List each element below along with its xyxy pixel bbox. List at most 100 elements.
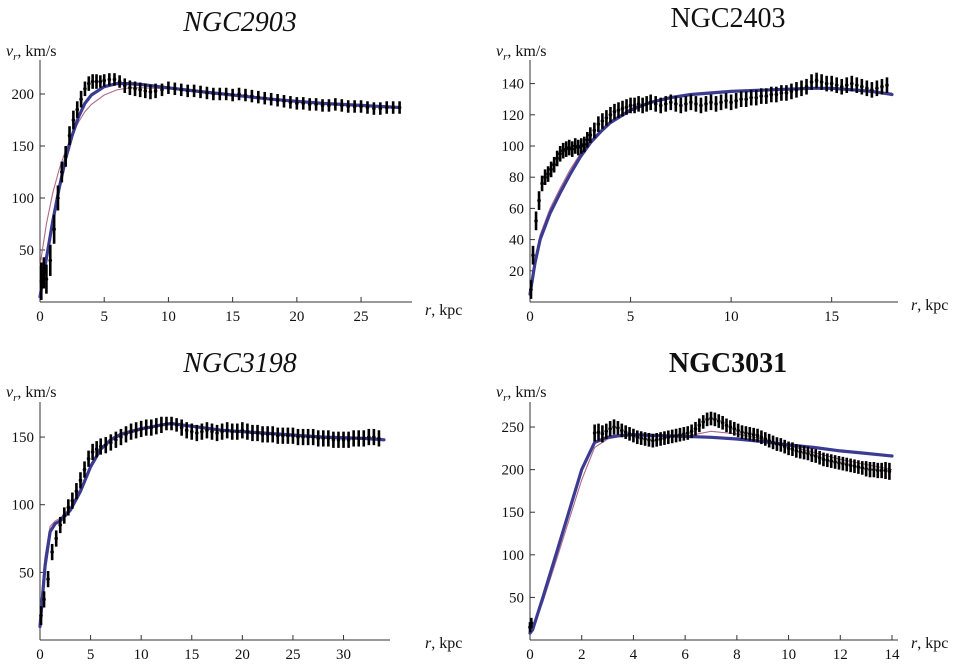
- data-point: [184, 428, 189, 433]
- data-point: [592, 431, 597, 435]
- data-point: [179, 88, 184, 92]
- data-point: [786, 446, 791, 451]
- y-tick-label: 250: [502, 420, 525, 436]
- data-point: [612, 109, 617, 114]
- data-point: [729, 100, 733, 105]
- data-point: [333, 102, 338, 107]
- model-curves: [528, 86, 894, 296]
- y-tick-label: 150: [12, 430, 35, 446]
- data-point: [674, 433, 678, 438]
- x-tick-label: 4: [630, 647, 638, 663]
- data-point: [872, 467, 876, 472]
- data-point: [102, 78, 107, 83]
- data-point: [50, 550, 54, 554]
- data-point: [71, 118, 76, 122]
- data-point: [173, 87, 177, 91]
- x-tick-label: 0: [36, 309, 44, 325]
- data-point: [143, 89, 148, 93]
- data-point: [608, 113, 613, 117]
- data-point: [885, 83, 889, 87]
- data-point: [868, 467, 872, 472]
- panel-ngc2403: NGC2403 vr, km/s r, kpc 0 5 10 15 20 40 60 80 10…: [496, 3, 948, 325]
- data-point: [701, 420, 706, 424]
- data-point: [311, 435, 315, 439]
- data-point: [307, 102, 312, 107]
- data-point: [281, 433, 285, 438]
- model-curve-thick: [528, 86, 894, 296]
- data-point: [693, 426, 698, 431]
- data-point: [833, 460, 837, 464]
- data-point: [789, 89, 794, 94]
- data-point: [728, 425, 733, 429]
- axes: 0 5 10 15 20 25 30 50 100 150: [12, 402, 390, 663]
- data-point: [623, 430, 628, 434]
- data-point: [378, 106, 383, 111]
- data-point: [678, 432, 682, 437]
- data-point: [747, 432, 752, 436]
- data-point: [870, 88, 874, 92]
- data-point: [549, 167, 553, 172]
- data-point: [567, 145, 572, 150]
- data-point: [144, 425, 149, 430]
- data-point: [291, 433, 295, 438]
- data-point: [740, 430, 744, 434]
- data-point: [769, 92, 774, 97]
- data-point: [56, 196, 60, 200]
- data-point: [841, 461, 845, 466]
- data-point: [148, 90, 153, 94]
- data-point: [694, 102, 698, 106]
- data-point: [225, 428, 229, 433]
- data-point: [679, 103, 683, 108]
- data-point: [600, 119, 605, 123]
- model-curve-thin: [39, 87, 400, 266]
- data-point: [86, 456, 91, 461]
- data-point: [39, 279, 44, 284]
- data-point: [749, 95, 754, 100]
- data-point: [632, 103, 637, 108]
- data-point: [744, 431, 748, 435]
- data-point: [372, 435, 376, 439]
- data-point: [256, 95, 261, 99]
- y-tick-label: 40: [509, 233, 524, 249]
- data-point: [596, 122, 601, 126]
- data-point: [384, 105, 389, 110]
- y-tick-label: 200: [502, 463, 525, 479]
- data-point: [153, 89, 158, 93]
- data-point: [356, 436, 361, 441]
- data-point: [250, 94, 254, 98]
- data-point: [767, 438, 771, 443]
- data-point: [94, 447, 99, 452]
- data-point: [604, 429, 609, 434]
- data-point: [295, 101, 299, 106]
- x-tick-label: 25: [285, 647, 300, 663]
- data-point: [66, 505, 71, 510]
- data-point: [75, 107, 80, 112]
- data-point: [809, 80, 814, 84]
- axes: 0 5 10 15 20 40 60 80 100 120 140: [502, 60, 898, 325]
- data-point: [255, 431, 260, 435]
- data-point: [558, 152, 562, 156]
- panel-ngc2903: NGC2903 vr, km/s r, kpc 0 5 10 15 20 25 50 100 1…: [6, 7, 462, 325]
- panel-title: NGC3031: [669, 348, 787, 379]
- data-point: [682, 432, 686, 436]
- data-point: [128, 85, 132, 90]
- data-point: [799, 86, 804, 91]
- data-point: [648, 100, 653, 105]
- data-point: [114, 437, 118, 442]
- data-point: [879, 468, 884, 473]
- x-tick-label: 15: [184, 647, 199, 663]
- x-tick-label: 25: [354, 309, 369, 325]
- data-point: [860, 84, 864, 89]
- data-point: [651, 438, 655, 443]
- data-point: [189, 429, 194, 434]
- y-tick-label: 150: [12, 139, 35, 155]
- x-tick-label: 2: [578, 647, 586, 663]
- data-point: [529, 621, 534, 625]
- x-tick-label: 15: [824, 309, 839, 325]
- y-tick-label: 140: [502, 77, 525, 93]
- panel-title: NGC2903: [182, 7, 297, 38]
- data-point: [63, 154, 68, 159]
- model-curve-thin: [529, 87, 893, 295]
- data-point: [139, 427, 143, 431]
